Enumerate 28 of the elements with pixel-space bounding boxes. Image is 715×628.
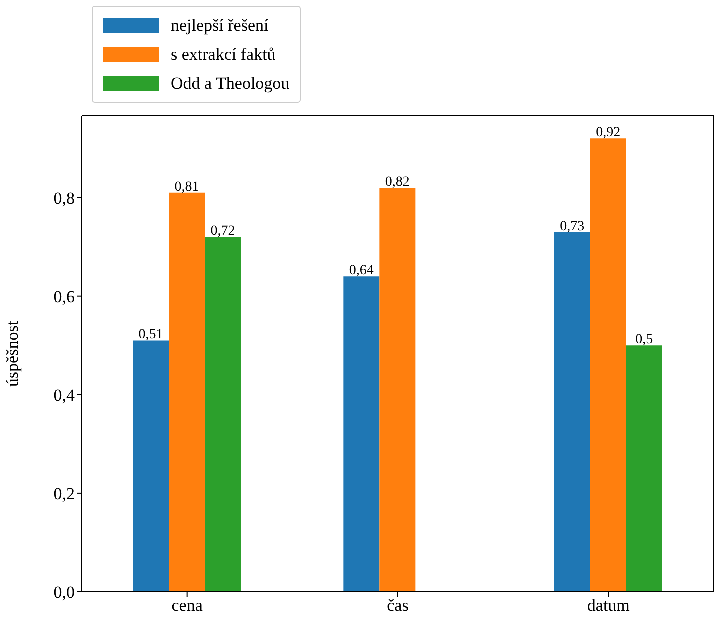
bar: [344, 276, 380, 592]
data-label: 0,73: [560, 219, 585, 234]
bar: [554, 232, 590, 592]
data-label: 0,92: [596, 126, 621, 141]
y-tick-label: 0,2: [54, 484, 75, 504]
y-axis-title: úspěšnost: [3, 320, 22, 388]
y-tick-label: 0,4: [54, 386, 76, 405]
data-label: 0,64: [349, 264, 374, 279]
bar: [626, 346, 662, 592]
x-tick-label: datum: [587, 596, 630, 616]
y-tick-label: 0,8: [54, 188, 75, 208]
legend-label: Odd a Theologou: [171, 74, 290, 94]
bar: [169, 192, 205, 592]
x-tick-label: cena: [172, 596, 204, 616]
bar: [133, 340, 169, 592]
bar: [205, 237, 241, 592]
y-tick-label: 0,0: [54, 583, 75, 602]
data-label: 0,82: [385, 174, 410, 190]
bar: [380, 188, 416, 592]
data-label: 0,81: [174, 180, 200, 195]
legend-label: nejlepší řešení: [171, 16, 269, 36]
data-label: 0,72: [210, 224, 236, 240]
y-tick-label: 0,6: [54, 287, 75, 306]
x-tick-label: čas: [387, 596, 409, 616]
bar: [590, 138, 626, 592]
data-label: 0,51: [138, 328, 164, 343]
legend-label: s extrakcí faktů: [171, 44, 276, 64]
data-label: 0,5: [636, 332, 654, 348]
